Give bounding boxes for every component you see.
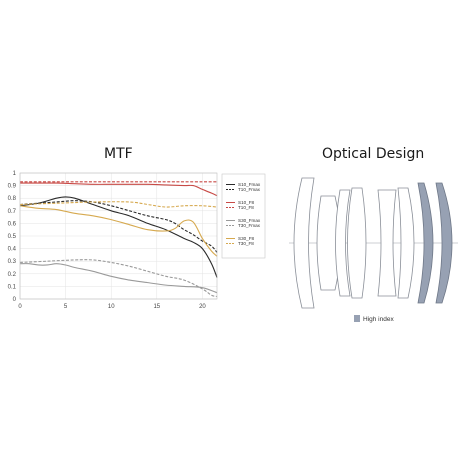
y-tick-labels: 0 0.1 0.2 0.3 0.4 0.5 0.6 0.7 0.8 0.9 1	[8, 171, 17, 303]
lens-element-5	[377, 189, 397, 297]
lens-element-6	[397, 187, 415, 299]
high-index-label: High index	[363, 316, 394, 323]
y-tick-label: 0.5	[8, 234, 17, 240]
x-tick-label: 10	[108, 304, 115, 310]
x-tick-label: 0	[18, 304, 22, 310]
lens-element-7-high-index	[417, 182, 434, 304]
y-tick-label: 0.9	[8, 184, 17, 190]
mtf-title: MTF	[104, 146, 133, 162]
y-tick-label: 0.2	[8, 272, 17, 278]
series-line-s30-f8	[19, 205, 218, 257]
series-line-t30-f8	[19, 201, 218, 208]
y-tick-label: 0	[13, 297, 17, 303]
legend-label: S30_Fmax	[238, 218, 261, 223]
legend-label: S10_Fmax	[238, 182, 261, 187]
y-tick-label: 0.1	[8, 284, 17, 290]
x-tick-labels: 0 5 10 15 20	[18, 304, 206, 310]
series-line-s10-fmax	[19, 196, 218, 278]
lens-element-1	[293, 177, 315, 309]
y-tick-label: 0.4	[8, 247, 17, 253]
lens-element-8-high-index	[435, 182, 453, 304]
series-line-t30-fmax	[19, 259, 218, 298]
y-tick-label: 0.7	[8, 209, 17, 215]
chart-frame	[19, 172, 218, 300]
y-tick-label: 0.6	[8, 221, 17, 227]
series-line-t10-fmax	[19, 200, 218, 253]
legend-label: T10_F8	[238, 205, 254, 210]
high-index-swatch	[354, 315, 360, 322]
series-line-s30-fmax	[19, 263, 218, 294]
legend-label: T30_Fmax	[238, 223, 261, 228]
y-tick-label: 1	[13, 171, 17, 177]
x-tick-label: 20	[199, 304, 206, 310]
y-tick-label: 0.3	[8, 259, 17, 265]
optical-design-title: Optical Design	[322, 146, 425, 162]
x-tick-label: 5	[64, 304, 68, 310]
chart-series	[19, 181, 218, 298]
series-line-s10-f8	[20, 182, 218, 197]
legend-label: T10_Fmax	[238, 187, 261, 192]
y-tick-label: 0.8	[8, 196, 17, 202]
legend-label: S30_F8	[238, 236, 255, 241]
chart-legend: S10_FmaxT10_FmaxS10_F8T10_F8S30_FmaxT30_…	[226, 182, 261, 246]
x-tick-label: 15	[153, 304, 160, 310]
lens-element-3	[335, 189, 351, 297]
lens-element-4	[347, 187, 367, 299]
legend-label: S10_F8	[238, 200, 255, 205]
legend-label: T30_F8	[238, 241, 254, 246]
